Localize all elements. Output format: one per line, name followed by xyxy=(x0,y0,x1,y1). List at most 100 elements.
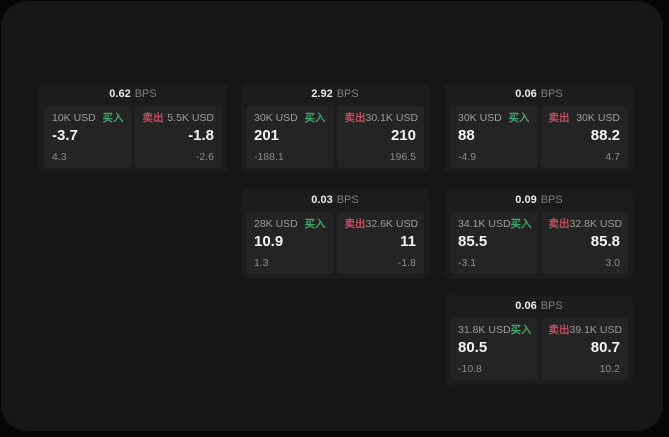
spread-header: 0.62 BPS xyxy=(39,83,227,106)
quote-tiles: 31.8K USD 买入 80.5 -10.8 卖出 39.1K USD 80.… xyxy=(445,318,633,385)
buy-sub-value: -3.1 xyxy=(458,256,477,269)
buy-size: 30K USD xyxy=(254,112,298,124)
buy-price: 88 xyxy=(458,126,475,144)
sell-size: 30.1K USD xyxy=(365,112,419,124)
buy-tile[interactable]: 28K USD 买入 10.9 1.3 xyxy=(246,212,334,274)
buy-sub-value: 4.3 xyxy=(52,150,67,163)
sell-sub-value: -1.8 xyxy=(397,256,416,269)
sell-price: 11 xyxy=(400,232,416,250)
spread-header: 0.06 BPS xyxy=(445,83,633,106)
sell-side-label: 卖出 xyxy=(142,112,164,124)
buy-size: 30K USD xyxy=(458,112,502,124)
spread-header: 0.09 BPS xyxy=(445,189,633,212)
buy-tile-top: 31.8K USD 买入 xyxy=(458,324,532,336)
spread-bps-value: 2.92 xyxy=(311,88,333,100)
sell-price: 210 xyxy=(390,126,416,144)
buy-price: 10.9 xyxy=(254,232,284,250)
buy-price: 80.5 xyxy=(458,338,488,356)
sell-tile-top: 卖出 5.5K USD xyxy=(143,113,215,124)
sell-tile[interactable]: 卖出 32.6K USD 11 -1.8 xyxy=(336,212,424,274)
sell-tile[interactable]: 卖出 30.1K USD 210 196.5 xyxy=(336,106,424,168)
sell-sub-value: 4.7 xyxy=(605,150,620,163)
buy-size: 28K USD xyxy=(254,218,298,230)
buy-price: 201 xyxy=(254,126,280,144)
sell-tile[interactable]: 卖出 32.8K USD 85.8 3.0 xyxy=(540,212,628,274)
buy-tile-top: 30K USD 买入 xyxy=(458,113,530,124)
quotes-grid: 0.62 BPS 10K USD 买入 -3.7 4.3 卖出 5.5K USD xyxy=(1,1,663,431)
buy-tile[interactable]: 30K USD 买入 201 -188.1 xyxy=(246,106,334,168)
buy-sub-value: -188.1 xyxy=(254,150,284,163)
sell-sub-value: -2.6 xyxy=(195,150,214,163)
sell-tile-top: 卖出 30.1K USD xyxy=(344,112,419,124)
quote-tiles: 28K USD 买入 10.9 1.3 卖出 32.6K USD 11 -1.8 xyxy=(241,212,429,279)
quote-card: 0.62 BPS 10K USD 买入 -3.7 4.3 卖出 5.5K USD xyxy=(39,83,227,173)
spread-bps-value: 0.06 xyxy=(515,300,537,312)
sell-tile-top: 卖出 30K USD xyxy=(549,113,621,124)
buy-side-label: 买入 xyxy=(304,112,326,124)
buy-sub-value: 1.3 xyxy=(254,256,269,269)
buy-size: 31.8K USD xyxy=(458,324,511,336)
quote-tiles: 30K USD 买入 201 -188.1 卖出 30.1K USD 210 1… xyxy=(241,106,429,173)
buy-tile-top: 30K USD 买入 xyxy=(254,113,326,124)
sell-tile-top: 卖出 39.1K USD xyxy=(548,324,623,336)
buy-side-label: 买入 xyxy=(102,112,124,124)
spread-bps-value: 0.03 xyxy=(311,194,333,206)
sell-sub-value: 10.2 xyxy=(599,362,620,375)
spread-bps-value: 0.06 xyxy=(515,88,537,100)
sell-size: 32.6K USD xyxy=(365,218,419,230)
sell-tile[interactable]: 卖出 5.5K USD -1.8 -2.6 xyxy=(134,106,222,168)
buy-tile[interactable]: 34.1K USD 买入 85.5 -3.1 xyxy=(450,212,538,274)
sell-side-label: 卖出 xyxy=(344,112,366,124)
buy-tile[interactable]: 31.8K USD 买入 80.5 -10.8 xyxy=(450,318,538,380)
quote-card: 0.06 BPS 30K USD 买入 88 -4.9 卖出 30K USD xyxy=(445,83,633,173)
sell-side-label: 卖出 xyxy=(344,218,366,230)
buy-side-label: 买入 xyxy=(510,324,532,336)
sell-side-label: 卖出 xyxy=(548,112,570,124)
sell-tile-top: 卖出 32.8K USD xyxy=(548,218,623,230)
spread-bps-value: 0.62 xyxy=(109,88,131,100)
sell-side-label: 卖出 xyxy=(548,324,570,336)
spread-bps-value: 0.09 xyxy=(515,194,537,206)
sell-side-label: 卖出 xyxy=(548,218,570,230)
sell-price: 85.8 xyxy=(590,232,620,250)
buy-sub-value: -10.8 xyxy=(458,362,482,375)
spread-bps-unit: BPS xyxy=(540,194,563,206)
buy-size: 10K USD xyxy=(52,112,96,124)
sell-size: 30K USD xyxy=(576,112,620,124)
sell-size: 32.8K USD xyxy=(569,218,623,230)
quote-tiles: 34.1K USD 买入 85.5 -3.1 卖出 32.8K USD 85.8… xyxy=(445,212,633,279)
sell-tile[interactable]: 卖出 39.1K USD 80.7 10.2 xyxy=(540,318,628,380)
sell-tile[interactable]: 卖出 30K USD 88.2 4.7 xyxy=(540,106,628,168)
spread-header: 0.03 BPS xyxy=(241,189,429,212)
buy-price: 85.5 xyxy=(458,232,488,250)
sell-sub-value: 3.0 xyxy=(605,256,620,269)
quote-card: 0.03 BPS 28K USD 买入 10.9 1.3 卖出 32.6K US… xyxy=(241,189,429,279)
spread-bps-unit: BPS xyxy=(134,88,157,100)
buy-tile[interactable]: 30K USD 买入 88 -4.9 xyxy=(450,106,538,168)
sell-price: 80.7 xyxy=(590,338,620,356)
sell-tile-top: 卖出 32.6K USD xyxy=(344,218,419,230)
spread-header: 0.06 BPS xyxy=(445,295,633,318)
sell-sub-value: 196.5 xyxy=(389,150,416,163)
buy-tile[interactable]: 10K USD 买入 -3.7 4.3 xyxy=(44,106,132,168)
sell-price: -1.8 xyxy=(188,126,214,144)
sell-size: 5.5K USD xyxy=(167,112,214,124)
buy-tile-top: 34.1K USD 买入 xyxy=(458,218,532,230)
quote-tiles: 10K USD 买入 -3.7 4.3 卖出 5.5K USD -1.8 -2.… xyxy=(39,106,227,173)
buy-side-label: 买入 xyxy=(510,218,532,230)
spread-bps-unit: BPS xyxy=(540,88,563,100)
buy-price: -3.7 xyxy=(52,126,78,144)
buy-size: 34.1K USD xyxy=(458,218,511,230)
quote-card: 0.09 BPS 34.1K USD 买入 85.5 -3.1 卖出 32.8K… xyxy=(445,189,633,279)
quote-card: 2.92 BPS 30K USD 买入 201 -188.1 卖出 30.1K … xyxy=(241,83,429,173)
sell-price: 88.2 xyxy=(590,126,620,144)
app-window: 0.62 BPS 10K USD 买入 -3.7 4.3 卖出 5.5K USD xyxy=(1,1,663,431)
buy-side-label: 买入 xyxy=(304,218,326,230)
quote-card: 0.06 BPS 31.8K USD 买入 80.5 -10.8 卖出 39.1… xyxy=(445,295,633,385)
buy-tile-top: 28K USD 买入 xyxy=(254,219,326,230)
spread-header: 2.92 BPS xyxy=(241,83,429,106)
spread-bps-unit: BPS xyxy=(336,194,359,206)
spread-bps-unit: BPS xyxy=(540,300,563,312)
buy-sub-value: -4.9 xyxy=(458,150,477,163)
quote-tiles: 30K USD 买入 88 -4.9 卖出 30K USD 88.2 4.7 xyxy=(445,106,633,173)
